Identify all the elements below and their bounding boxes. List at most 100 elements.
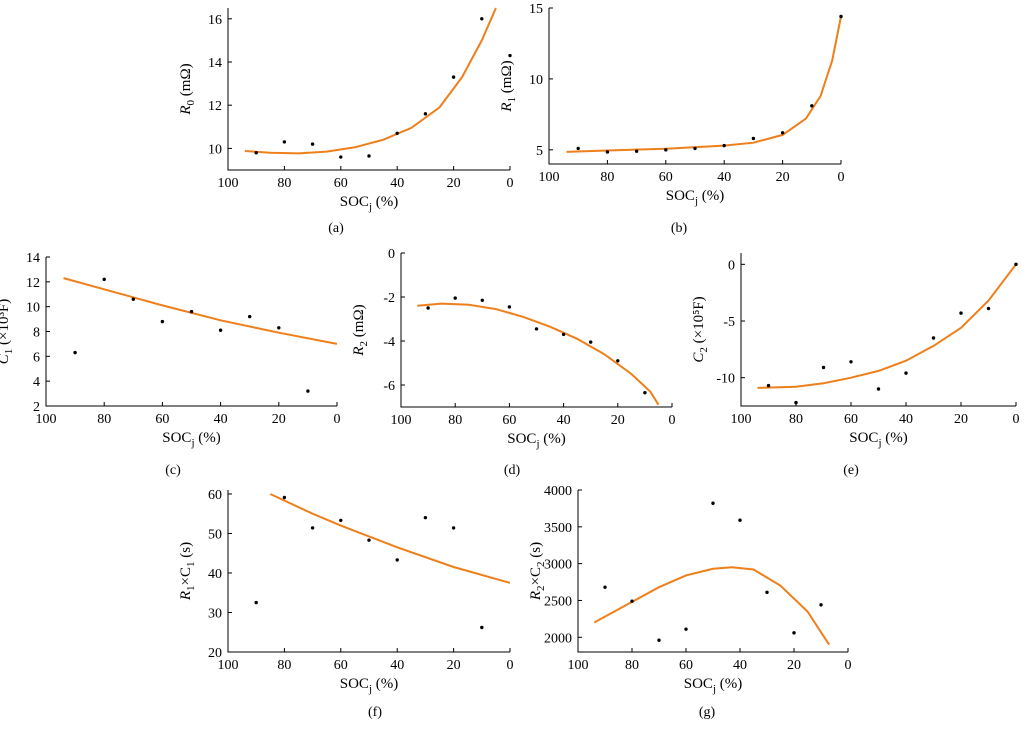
x-tick-label: 100 xyxy=(568,658,589,673)
data-point xyxy=(453,296,457,300)
x-label-symbol: SOC xyxy=(666,188,695,204)
y-tick-label: 40 xyxy=(208,567,222,582)
data-point xyxy=(766,383,771,388)
x-tick-label: 100 xyxy=(36,412,57,427)
data-point xyxy=(794,400,798,405)
y-axis-label: R0 (mΩ) xyxy=(178,63,197,115)
data-point xyxy=(986,306,991,311)
panel-caption: (f) xyxy=(368,705,382,720)
data-point xyxy=(480,298,484,302)
panel-caption: (c) xyxy=(165,463,181,478)
data-point xyxy=(738,518,742,522)
y-label-subscript: 1 xyxy=(506,97,518,103)
data-point xyxy=(643,391,647,395)
x-tick-label: 100 xyxy=(539,170,560,185)
fit-curve xyxy=(566,16,842,153)
x-tick-label: 80 xyxy=(625,658,639,673)
data-point xyxy=(722,143,726,148)
panel-caption: (b) xyxy=(671,221,688,236)
data-point xyxy=(282,140,287,144)
data-point xyxy=(616,359,620,363)
x-label-unit: (%) xyxy=(372,194,398,210)
y-tick-label: 14 xyxy=(26,251,40,266)
data-point xyxy=(480,17,484,21)
data-point xyxy=(73,350,77,355)
data-point xyxy=(367,154,371,158)
x-label-symbol: SOC xyxy=(340,194,369,210)
y-axis-label: R1×C1 (s) xyxy=(178,542,197,601)
y-tick-label: 12 xyxy=(26,276,40,291)
y-tick-label: 5 xyxy=(536,144,543,159)
y-label-unit: (s) xyxy=(528,542,544,562)
data-point xyxy=(603,585,607,589)
data-point xyxy=(310,526,315,530)
data-point xyxy=(102,277,106,282)
y-tick-label: 4000 xyxy=(544,484,572,499)
data-point xyxy=(282,495,287,500)
x-label-subscript: j xyxy=(877,437,881,449)
x-tick-label: 20 xyxy=(954,412,968,427)
y-tick-label: 2 xyxy=(33,400,40,415)
y-label-subscript: 2 xyxy=(358,341,370,347)
data-point xyxy=(426,306,430,310)
fit-curve xyxy=(244,7,497,155)
x-label-unit: (%) xyxy=(540,431,566,447)
data-point xyxy=(711,501,715,505)
data-point xyxy=(819,603,823,607)
axis-lines xyxy=(45,257,337,407)
x-tick-label: 0 xyxy=(507,658,514,673)
y-label-unit: (mΩ) xyxy=(178,63,194,100)
panel-g: 100 80 60 40 20 0 2000 2500 3000 3500 4000 SOCj (%)… xyxy=(528,484,852,720)
x-tick-label: 60 xyxy=(334,658,348,673)
data-point xyxy=(367,538,371,542)
x-label-subscript: j xyxy=(368,201,372,213)
x-tick-label: 60 xyxy=(155,412,169,427)
fit-curve xyxy=(757,263,1017,389)
x-label-subscript: j xyxy=(694,195,698,207)
x-tick-label: 20 xyxy=(447,658,461,673)
data-point xyxy=(561,332,566,337)
y-axis-label: R1 (mΩ) xyxy=(499,60,518,112)
panel-caption: (a) xyxy=(328,221,344,236)
x-tick-label: 100 xyxy=(218,658,239,673)
y-axis-label: R2 (mΩ) xyxy=(351,304,370,356)
y-tick-label: -10 xyxy=(716,372,735,387)
data-point xyxy=(507,305,512,309)
data-point xyxy=(339,155,343,159)
y-tick-label: 10 xyxy=(26,301,40,316)
fit-curve xyxy=(593,566,830,646)
x-tick-label: 80 xyxy=(789,412,803,427)
y-axis-label: R2×C2 (s) xyxy=(528,542,547,601)
y-tick-label: 15 xyxy=(529,2,543,17)
data-point xyxy=(1014,262,1018,267)
y-label-symbol: R xyxy=(528,591,544,601)
y-tick-label: 3500 xyxy=(544,521,572,536)
panel-c: 100 80 60 40 20 0 2 4 6 8 10 12 14 SOCj (%) C1 (×10³F)… xyxy=(0,251,341,478)
data-point xyxy=(904,371,908,375)
data-point xyxy=(589,340,593,344)
x-label-unit: (%) xyxy=(698,188,724,204)
y-label-subscript: 2 xyxy=(698,347,710,353)
x-axis-label: SOCj (%) xyxy=(666,188,725,207)
x-tick-label: 0 xyxy=(507,176,514,191)
x-tick-label: 40 xyxy=(717,170,731,185)
x-label-subscript: j xyxy=(368,683,372,695)
x-axis-label: SOCj (%) xyxy=(162,430,221,449)
x-tick-label: 20 xyxy=(447,176,461,191)
x-axis-label: SOCj (%) xyxy=(340,194,399,213)
x-tick-label: 100 xyxy=(218,176,239,191)
y-label-subscript-2: 1 xyxy=(185,561,197,567)
data-point xyxy=(310,142,315,146)
data-point xyxy=(576,146,580,151)
data-point xyxy=(248,314,252,319)
data-point xyxy=(451,526,456,530)
y-tick-label: 12 xyxy=(208,99,222,114)
x-tick-label: 60 xyxy=(659,170,673,185)
data-point xyxy=(508,53,512,58)
data-point xyxy=(684,627,688,631)
x-label-unit: (%) xyxy=(195,430,221,446)
x-axis-label: SOCj (%) xyxy=(849,430,908,449)
x-tick-label: 40 xyxy=(899,412,913,427)
y-label-product: ×C xyxy=(528,567,544,585)
